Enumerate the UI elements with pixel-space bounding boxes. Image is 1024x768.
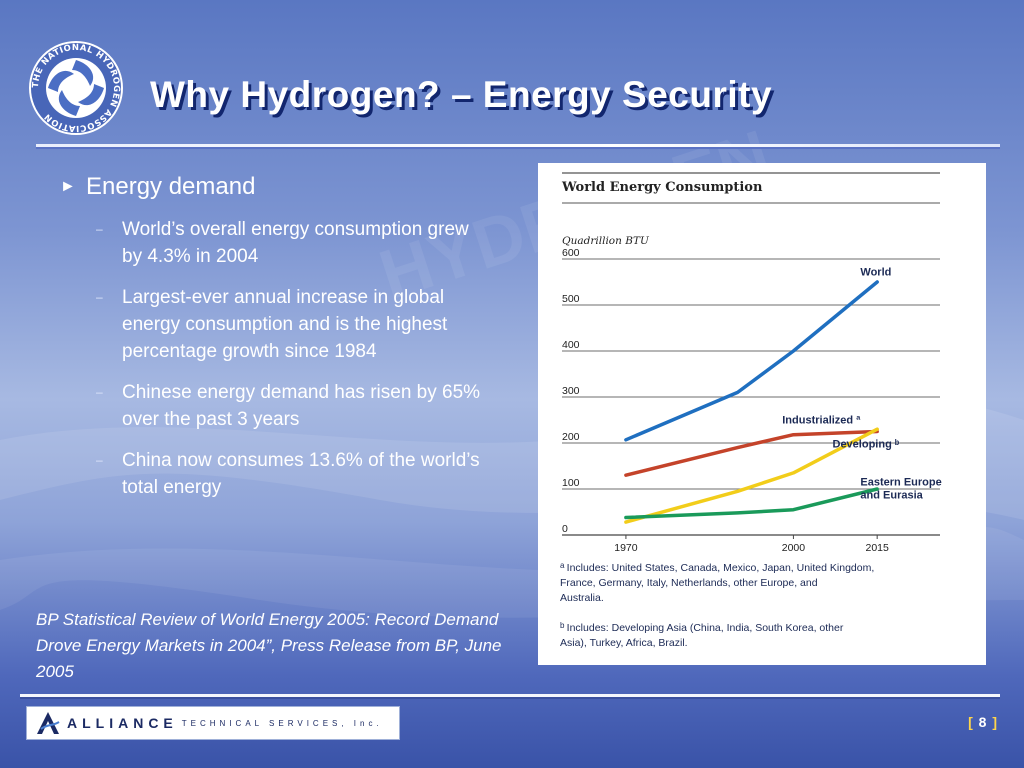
footer-divider xyxy=(20,694,1000,697)
page-number: [ 8 ] xyxy=(968,714,998,730)
y-axis-label: Quadrillion BTU xyxy=(562,235,650,247)
y-tick-label: 200 xyxy=(562,431,580,443)
sub-bullet-text: Largest-ever annual increase in global e… xyxy=(122,287,448,362)
triangle-bullet-icon: ► xyxy=(60,178,76,195)
bullet-list: ► Energy demand – World’s overall energy … xyxy=(60,168,500,515)
y-tick-label: 300 xyxy=(562,385,580,397)
x-tick-label: 2000 xyxy=(782,542,806,554)
y-tick-label: 500 xyxy=(562,293,580,305)
page-bracket-right: ] xyxy=(992,714,998,730)
slide-title: Why Hydrogen? – Energy Security xyxy=(150,74,773,115)
page-bracket-left: [ xyxy=(968,714,974,730)
sub-bullet: – Largest-ever annual increase in global … xyxy=(96,284,500,365)
footnote-text: France, Germany, Italy, Netherlands, oth… xyxy=(560,577,818,589)
sub-bullet-text: World’s overall energy consumption grew … xyxy=(122,219,469,267)
footnote-text: Asia), Turkey, Africa, Brazil. xyxy=(560,637,688,649)
page-number-value: 8 xyxy=(978,714,988,730)
series-label: Industrialized ª xyxy=(782,415,861,427)
series-line-developing xyxy=(624,427,879,524)
energy-consumption-chart: World Energy Consumption Quadrillion BTU… xyxy=(560,172,942,649)
sub-bullet: – World’s overall energy consumption grew… xyxy=(96,216,500,270)
y-tick-label: 400 xyxy=(562,339,580,351)
sub-bullet: – Chinese energy demand has risen by 65% … xyxy=(96,379,500,433)
main-bullet-text: Energy demand xyxy=(86,173,256,200)
title-divider xyxy=(36,144,1000,147)
energy-consumption-figure: World Energy Consumption Quadrillion BTU… xyxy=(538,163,986,665)
company-name: ALLIANCE xyxy=(67,715,178,731)
footnote-text: b Includes: Developing Asia (China, Indi… xyxy=(560,621,844,634)
sub-bullet: – China now consumes 13.6% of the world’s… xyxy=(96,447,500,501)
dash-bullet-icon: – xyxy=(96,385,103,399)
chart-title: World Energy Consumption xyxy=(561,180,763,195)
series-label: Eastern Europe xyxy=(860,477,941,489)
source-citation: BP Statistical Review of World Energy 20… xyxy=(36,610,502,681)
y-tick-label: 0 xyxy=(562,523,568,535)
dash-bullet-icon: – xyxy=(96,453,103,467)
company-tagline: TECHNICAL SERVICES, Inc. xyxy=(181,718,383,728)
footnote-mark: b xyxy=(560,621,567,630)
series-line-world xyxy=(624,280,879,442)
footnote-text: Australia. xyxy=(560,592,604,604)
company-logo-box: ALLIANCE TECHNICAL SERVICES, Inc. xyxy=(26,706,400,740)
footnote-mark: a xyxy=(560,561,567,570)
dash-bullet-icon: – xyxy=(96,222,103,236)
x-tick-label: 2015 xyxy=(865,542,889,554)
sub-bullet-text: China now consumes 13.6% of the world’s … xyxy=(122,450,480,498)
hydrogen-association-logo: THE NATIONAL HYDROGEN ASSOCIATION xyxy=(29,41,123,135)
y-tick-label: 600 xyxy=(562,247,580,259)
main-bullet: ► Energy demand xyxy=(60,168,500,206)
footnote-line: Includes: Developing Asia (China, India,… xyxy=(567,622,844,634)
footnote-text: a Includes: United States, Canada, Mexic… xyxy=(560,561,874,574)
y-tick-label: 100 xyxy=(562,477,580,489)
series-label: and Eurasia xyxy=(860,490,923,502)
x-tick-label: 1970 xyxy=(614,542,638,554)
footnote-line: Includes: United States, Canada, Mexico,… xyxy=(567,562,875,574)
sub-bullet-list: – World’s overall energy consumption grew… xyxy=(60,216,500,501)
series-label: World xyxy=(860,266,891,278)
dash-bullet-icon: – xyxy=(96,290,103,304)
series-line-eastern_europe xyxy=(624,487,879,520)
sub-bullet-text: Chinese energy demand has risen by 65% o… xyxy=(122,382,481,430)
series-label: Developing ᵇ xyxy=(833,439,900,451)
alliance-a-icon xyxy=(37,712,60,734)
series-line-industrialized xyxy=(624,429,879,477)
